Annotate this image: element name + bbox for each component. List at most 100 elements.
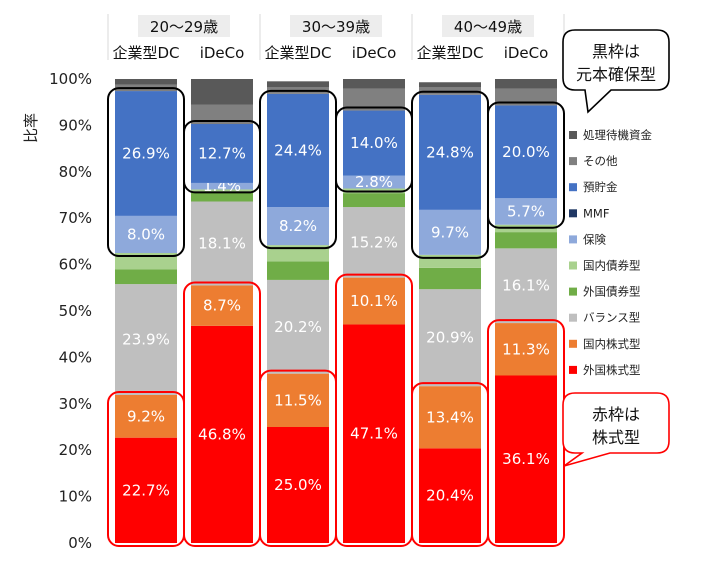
column-label: iDeCo <box>200 44 245 62</box>
highlight-frames-layer <box>107 87 565 548</box>
bar-segment <box>115 394 177 438</box>
data-label: 12.7% <box>198 144 246 162</box>
callout-red-text: 赤枠は <box>592 405 640 424</box>
bar-segment <box>419 448 481 543</box>
bar-segment <box>495 79 557 89</box>
bar-segment <box>191 182 253 190</box>
bar-segment <box>419 82 481 88</box>
callout-black-text: 元本確保型 <box>576 65 656 84</box>
bar-segment <box>343 79 405 89</box>
bar-segment <box>495 232 557 249</box>
bar-segment <box>115 437 177 543</box>
bar-segment <box>343 88 405 111</box>
column-label: 企業型DC <box>264 44 331 62</box>
data-label: 22.7% <box>122 481 170 499</box>
bar-segment <box>343 193 405 208</box>
legend-swatch <box>569 235 577 244</box>
bar-segment <box>191 124 253 183</box>
legend-label: その他 <box>583 154 618 168</box>
bar-segment <box>267 373 329 427</box>
bar-segment <box>267 207 329 246</box>
data-label: 20.9% <box>426 329 474 347</box>
legend-label: 国内株式型 <box>583 337 641 351</box>
bar-segment <box>343 277 405 325</box>
data-label: 25.0% <box>274 476 322 494</box>
bar-segment <box>191 285 253 326</box>
bar-segment <box>343 324 405 543</box>
bar-segment <box>495 105 557 199</box>
bar-segment <box>115 269 177 285</box>
y-tick-label: 0% <box>68 534 92 552</box>
data-label: 46.8% <box>198 425 246 443</box>
bar-segment <box>267 279 329 374</box>
bar-segment <box>267 427 329 543</box>
legend-swatch <box>569 287 577 296</box>
data-label: 20.4% <box>426 487 474 505</box>
legend-label: 処理待機資金 <box>583 128 652 142</box>
legend-label: バランス型 <box>583 311 640 325</box>
data-label: 10.1% <box>350 292 398 310</box>
group-label: 30～39歳 <box>302 18 370 36</box>
legend-label: 国内債券型 <box>583 259 641 273</box>
y-tick-label: 50% <box>59 302 92 320</box>
bar-segment <box>115 215 177 253</box>
bar-segment <box>267 245 329 262</box>
legend-swatch <box>569 339 577 348</box>
y-axis: 0% 10% 20% 30% 40% 50% 60% 70% 80% 90% 100% 比率 <box>22 70 92 552</box>
y-tick-label: 100% <box>49 70 92 88</box>
data-label: 18.1% <box>198 234 246 252</box>
bar-segment <box>191 104 253 125</box>
callout-red-text: 株式型 <box>592 428 640 447</box>
data-label: 9.7% <box>431 223 469 241</box>
data-label: 2.8% <box>355 173 393 191</box>
column-label: iDeCo <box>504 44 549 62</box>
group-header-bg <box>138 15 230 37</box>
data-label: 23.9% <box>122 331 170 349</box>
group-label: 40～49歳 <box>454 18 522 36</box>
callout-black-text: 黒枠は <box>592 42 640 61</box>
bar-segment <box>343 175 405 189</box>
y-tick-label: 10% <box>59 488 92 506</box>
bar-segment <box>115 91 177 216</box>
data-label: 26.9% <box>122 144 170 162</box>
y-tick-label: 30% <box>59 395 92 413</box>
data-label: 5.7% <box>507 202 545 220</box>
data-label: 13.4% <box>426 408 474 426</box>
bar-segment <box>419 289 481 387</box>
bar-segment <box>191 189 253 193</box>
data-label: 16.1% <box>502 277 550 295</box>
legend-swatch <box>569 313 577 322</box>
bar-segment <box>419 94 481 210</box>
legend-label: 外国債券型 <box>583 285 641 299</box>
legend-swatch <box>569 183 577 192</box>
legend-label: 預貯金 <box>583 180 618 194</box>
bar-segment <box>419 254 481 268</box>
data-label: 15.2% <box>350 233 398 251</box>
data-label: 9.2% <box>127 407 165 425</box>
callout-black-bubble <box>562 29 670 114</box>
bar-segment <box>343 207 405 278</box>
data-label: 47.1% <box>350 425 398 443</box>
bar-segment <box>419 209 481 255</box>
data-label: 20.0% <box>502 143 550 161</box>
legend-label: 外国株式型 <box>583 363 641 377</box>
bar-segment <box>191 325 253 543</box>
bar-segment <box>495 375 557 543</box>
data-label: 24.8% <box>426 143 474 161</box>
group-label: 20～29歳 <box>150 18 218 36</box>
data-label: 36.1% <box>502 450 550 468</box>
data-label: 8.2% <box>279 217 317 235</box>
y-tick-label: 60% <box>59 256 92 274</box>
legend-swatch <box>569 209 577 218</box>
data-label: 8.0% <box>127 225 165 243</box>
bar-segment <box>191 79 253 105</box>
principal-guaranteed-frame <box>487 101 565 229</box>
legend-swatch <box>569 365 577 374</box>
legend-label: MMF <box>583 206 609 220</box>
legend-label: 保険 <box>583 232 606 246</box>
y-tick-label: 20% <box>59 441 92 459</box>
y-tick-label: 70% <box>59 209 92 227</box>
group-header-bg <box>290 15 382 37</box>
